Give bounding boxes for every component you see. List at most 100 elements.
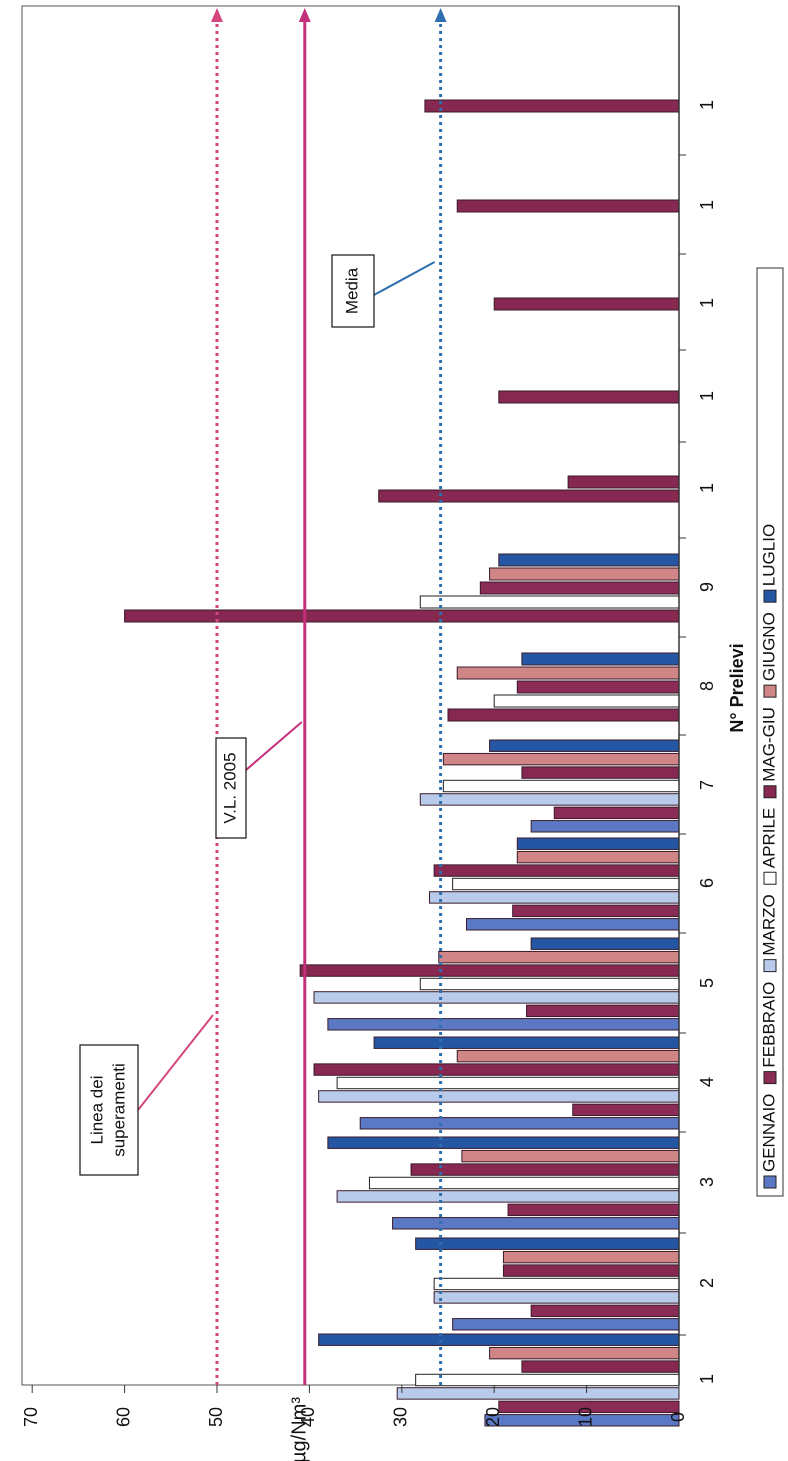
bar-group-4-aprile (336, 1076, 680, 1090)
y-tick-label: 60 (113, 1407, 133, 1427)
reference-arrowhead-2 (298, 8, 311, 22)
callout-pointer-1 (137, 1014, 214, 1111)
y-tick-label: 50 (206, 1407, 226, 1427)
bar-group-13-mag-giu (456, 199, 680, 213)
axes-layer: 0 10 20 30 40 50 60 70 µg/Nm³ 1 2 3 4 5 6 7 8 9 1 1 1 1 1 N° Pr… (21, 6, 747, 1461)
category-tick-label: 2 (697, 1278, 717, 1288)
bar-group-1-marzo (396, 1387, 680, 1400)
bar-group-2-luglio (415, 1237, 680, 1250)
category-tick-label: 1 (697, 483, 717, 493)
category-tick-label: 1 (697, 100, 717, 110)
category-tick-label: 1 (697, 298, 717, 308)
bar-group-7-aprile (442, 779, 680, 793)
x-axis-label: N° Prelievi (727, 643, 747, 732)
bar-group-7-gennaio (530, 820, 680, 833)
category-tick-label: 1 (697, 1374, 717, 1384)
reference-arrowhead-3 (434, 8, 447, 22)
bar-group-3-gennaio (392, 1217, 680, 1230)
legend-label-luglio: LUGLIO (759, 524, 778, 586)
legend-swatch-giugno (763, 684, 777, 698)
reference-arrowhead-1 (211, 8, 223, 22)
category-tick-label: 4 (697, 1077, 717, 1087)
bar-group-11-mag-giu (498, 390, 680, 404)
bar-group-2-mag-giu (502, 1264, 680, 1277)
bar-group-1-febbraio (498, 1400, 680, 1414)
bar-group-6-giugno (516, 850, 680, 864)
y-tick-label: 70 (21, 1407, 41, 1427)
y-tick-label: 10 (575, 1407, 595, 1427)
bar-group-5-marzo (313, 991, 680, 1004)
bar-group-5-aprile (419, 977, 680, 991)
bar-group-6-febbraio (512, 904, 680, 918)
bar-group-1-aprile (415, 1373, 680, 1387)
legend-swatch-luglio (763, 589, 777, 603)
bar-group-4-marzo (318, 1090, 680, 1103)
category-tick-label: 9 (697, 582, 717, 592)
y-tick-label: 0 (668, 1412, 688, 1422)
bars-layer (124, 99, 680, 1427)
bar-group-1-mag-giu (521, 1360, 680, 1373)
bar-group-4-luglio (373, 1036, 680, 1049)
category-tick-label: 1 (697, 200, 717, 210)
bar-group-5-luglio (530, 937, 680, 950)
legend-label-aprile: APRILE (759, 808, 778, 868)
bar-group-9-giugno (489, 567, 680, 581)
bar-group-3-mag-giu (410, 1163, 680, 1176)
bar-group-3-aprile (368, 1176, 680, 1190)
legend-label-febbraio: FEBBRAIO (759, 982, 778, 1068)
bar-group-2-giugno (502, 1250, 680, 1264)
bar-group-7-luglio (489, 739, 680, 752)
callout-label-1: superamenti (109, 1063, 128, 1157)
legend-label-mag-giu: MAG-GIU (759, 707, 778, 782)
y-tick-label: 30 (391, 1407, 411, 1427)
legend-swatch-marzo (763, 959, 777, 973)
bar-group-3-febbraio (507, 1203, 680, 1217)
category-tick-label: 8 (697, 681, 717, 691)
bar-group-7-febbraio (553, 806, 680, 820)
legend-swatch-aprile (763, 871, 777, 885)
bar-group-6-gennaio (465, 918, 680, 931)
bar-group-8-giugno (456, 666, 680, 680)
bar-group-6-aprile (452, 877, 680, 891)
bar-group-9-mag-giu (124, 609, 680, 623)
bar-group-4-mag-giu (313, 1063, 680, 1076)
callout-label-3: Media (342, 267, 361, 314)
bar-group-8-luglio (521, 652, 680, 666)
reference-lines-layer (211, 8, 447, 1385)
bar-group-7-mag-giu (521, 766, 680, 779)
bar-group-7-marzo (419, 793, 680, 806)
bar-group-2-febbraio (530, 1304, 680, 1318)
bar-group-6-marzo (429, 891, 680, 904)
bar-group-5-febbraio (526, 1004, 680, 1018)
bar-group-10-mag-giu (567, 475, 680, 489)
legend-label-marzo: MARZO (759, 894, 778, 955)
y-tick-label: 40 (298, 1407, 318, 1427)
callout-box-1 (79, 1044, 139, 1176)
y-axis-label: µg/Nm³ (288, 1397, 310, 1461)
legend-swatch-mag-giu (763, 785, 777, 799)
bar-group-2-gennaio (452, 1318, 680, 1331)
legend-swatch-febbraio (763, 1071, 777, 1085)
legend-label-giugno: GIUGNO (759, 612, 778, 681)
category-tick-label: 7 (697, 780, 717, 790)
category-tick-label: 3 (697, 1177, 717, 1187)
bar-group-9-luglio (498, 553, 680, 567)
category-tick-label: 6 (697, 878, 717, 888)
bar-group-12-mag-giu (493, 297, 680, 311)
bar-group-7-giugno (442, 752, 680, 766)
bar-group-9-febbraio (479, 581, 680, 595)
bar-group-8-mag-giu (447, 708, 680, 722)
bar-group-3-luglio (327, 1136, 680, 1149)
callout-box-2 (215, 737, 247, 839)
bar-group-5-giugno (438, 950, 680, 964)
callout-box-3 (331, 254, 375, 328)
bar-group-6-luglio (516, 837, 680, 850)
bar-group-8-aprile (493, 694, 680, 708)
bar-group-4-gennaio (359, 1117, 680, 1130)
legend-frame (756, 267, 784, 1197)
bar-group-10-mag-giu (378, 489, 680, 503)
bar-group-9-aprile (419, 595, 680, 609)
bar-group-5-gennaio (327, 1018, 680, 1031)
